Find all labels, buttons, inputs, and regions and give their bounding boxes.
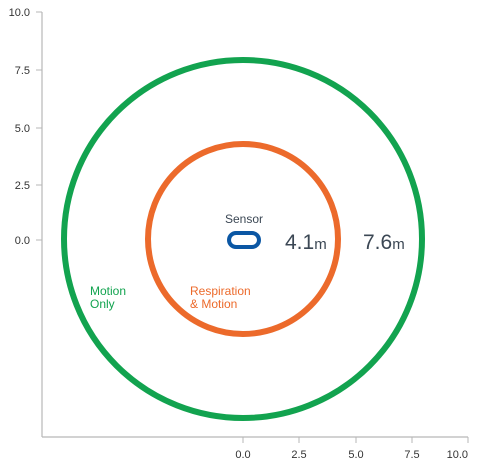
respiration-zone-label-line1: Respiration <box>190 284 251 298</box>
x-tick-label: 2.5 <box>291 449 306 461</box>
outer-radius-unit: m <box>392 236 405 253</box>
x-tick-label: 7.5 <box>404 449 419 461</box>
x-axis-ticks: 0.0 2.5 5.0 7.5 10.0 <box>235 437 469 461</box>
x-tick-label: 10.0 <box>447 449 468 461</box>
x-tick-label: 0.0 <box>235 449 250 461</box>
y-tick-label: 0.0 <box>15 235 30 247</box>
inner-radius-label: 4.1m <box>285 231 327 254</box>
y-axis-ticks: 10.0 7.5 5.0 2.5 0.0 <box>9 7 42 247</box>
sensor-icon <box>227 231 261 249</box>
motion-zone-label-line2: Only <box>90 297 115 311</box>
x-tick-label: 5.0 <box>348 449 363 461</box>
motion-zone-label-line1: Motion <box>90 284 126 298</box>
respiration-motion-range-circle <box>145 141 341 337</box>
outer-radius-value: 7.6 <box>363 231 392 254</box>
y-tick-label: 7.5 <box>15 65 30 77</box>
respiration-zone-label-line2: & Motion <box>190 297 237 311</box>
y-tick-label: 5.0 <box>15 123 30 135</box>
y-tick-label: 10.0 <box>9 7 30 19</box>
inner-radius-value: 4.1 <box>285 231 314 254</box>
motion-only-range-circle <box>61 57 425 421</box>
sensor-label: Sensor <box>225 212 263 226</box>
inner-radius-unit: m <box>314 236 327 253</box>
outer-radius-label: 7.6m <box>363 231 405 254</box>
y-tick-label: 2.5 <box>15 180 30 192</box>
